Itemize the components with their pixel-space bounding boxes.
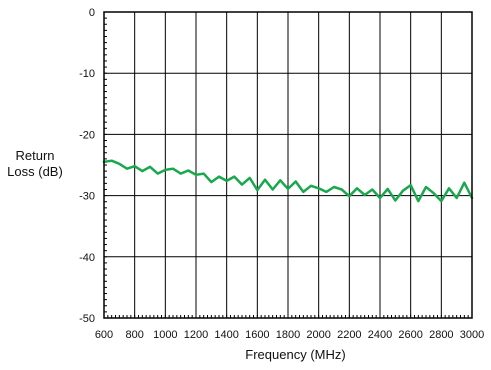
- x-tick-label: 2800: [429, 329, 453, 341]
- grid-lines: [103, 11, 473, 319]
- y-tick-label: -20: [79, 129, 95, 141]
- series-layer: [102, 159, 474, 203]
- x-tick-label: 2400: [368, 329, 392, 341]
- x-tick-label: 600: [95, 329, 113, 341]
- x-axis-label-wrap: Frequency (MHz): [0, 347, 491, 362]
- x-tick-label: 800: [125, 329, 143, 341]
- y-tick-label: -40: [79, 252, 95, 264]
- y-tick-label: -30: [79, 191, 95, 203]
- y-tick-label: -50: [79, 313, 95, 325]
- y-tick-label: -10: [79, 68, 95, 80]
- y-axis-label-line1: Return: [15, 148, 55, 163]
- x-tick-label: 1400: [214, 329, 238, 341]
- y-tick-labels: 0 -10 -20 -30 -40 -50: [79, 7, 95, 325]
- y-axis-label-line2: Loss (dB): [7, 164, 63, 179]
- x-tick-label: 1800: [276, 329, 300, 341]
- x-tick-label: 3000: [460, 329, 484, 341]
- x-tick-label: 1000: [153, 329, 177, 341]
- x-tick-label: 2000: [306, 329, 330, 341]
- x-tick-label: 2200: [337, 329, 361, 341]
- x-tick-label: 1600: [245, 329, 269, 341]
- plot-frame: [103, 11, 473, 319]
- x-tick-label: 1200: [184, 329, 208, 341]
- x-axis-label: Frequency (MHz): [245, 347, 346, 362]
- x-tick-label: 2600: [398, 329, 422, 341]
- y-axis-label: Return Loss (dB): [4, 148, 66, 180]
- y-tick-label: 0: [89, 7, 95, 19]
- return-loss-line: [102, 159, 474, 203]
- x-tick-labels: 600 800 1000 1200 1400 1600 1800 2000 2200 2400 26…: [95, 329, 484, 341]
